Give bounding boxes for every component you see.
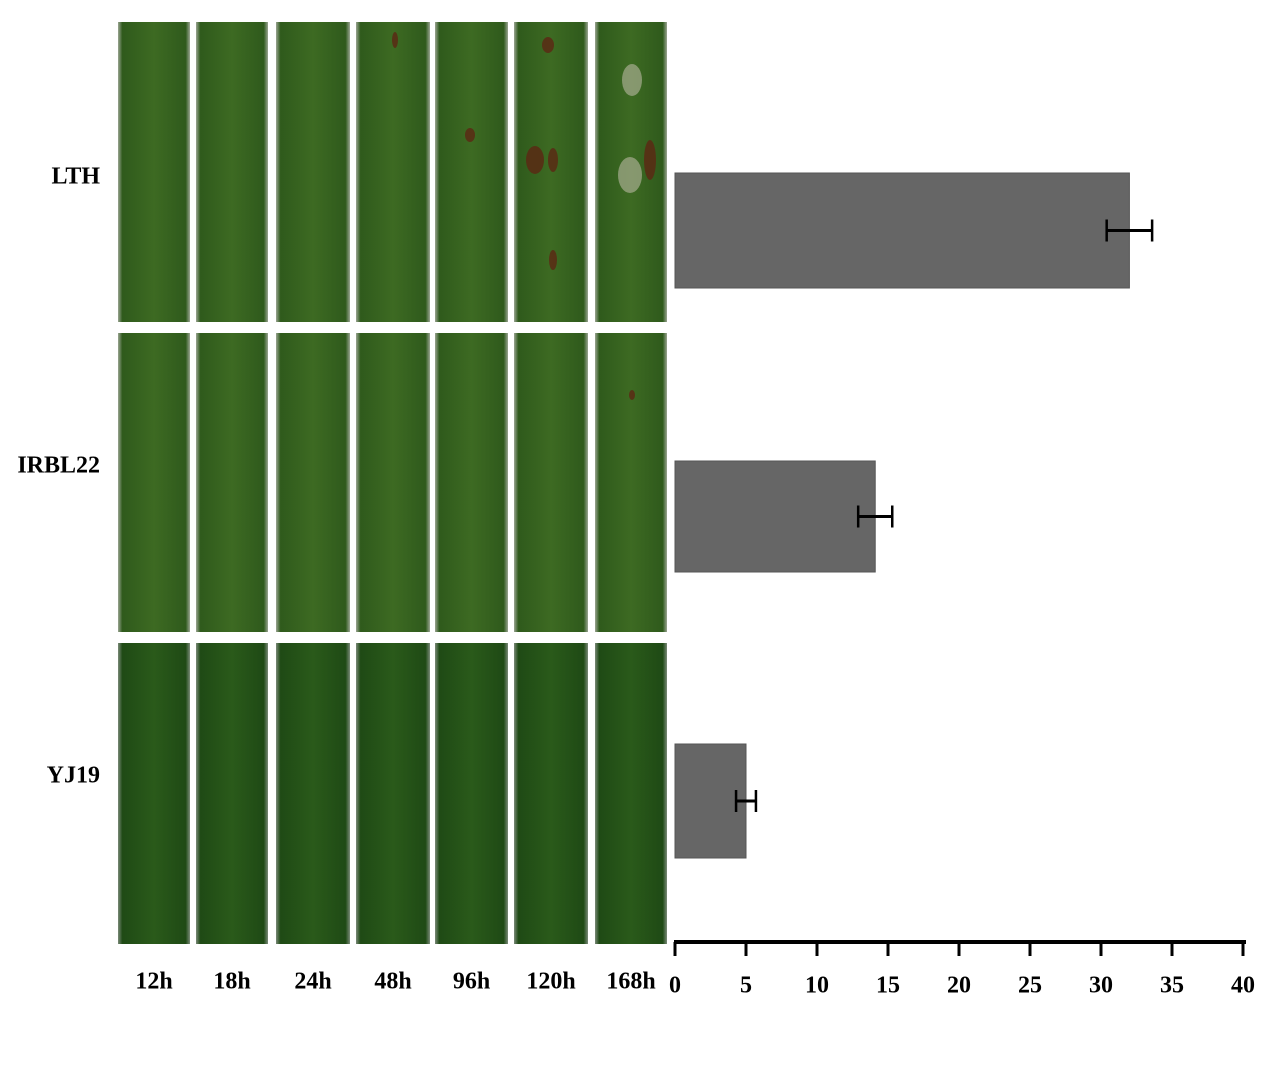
leaf-image	[435, 333, 508, 632]
lesions	[392, 32, 656, 400]
x-tick-label: 35	[1160, 973, 1184, 999]
leaf-image	[435, 643, 508, 944]
leaf-image	[595, 333, 667, 632]
leaf-image	[435, 22, 508, 322]
leaf-image	[514, 333, 588, 632]
x-tick-label: 0	[669, 973, 681, 999]
leaf-image	[118, 22, 190, 322]
x-tick-label: 40	[1231, 973, 1255, 999]
bar	[674, 460, 876, 573]
category-label: YJ19	[47, 763, 100, 789]
lesion	[392, 32, 398, 48]
time-label: 24h	[294, 969, 331, 995]
time-label: 18h	[213, 969, 250, 995]
lesion-halos	[618, 64, 642, 193]
leaf-image	[356, 333, 430, 632]
lesion	[465, 128, 475, 142]
bar	[674, 743, 747, 859]
leaf-image	[196, 333, 268, 632]
leaf-image	[276, 22, 350, 322]
category-label: LTH	[52, 164, 101, 190]
leaf-image	[118, 643, 190, 944]
bar	[674, 172, 1130, 289]
x-tick-label: 5	[740, 973, 752, 999]
lesion-halo	[622, 64, 642, 96]
lesion	[548, 148, 558, 172]
leaf-image	[276, 333, 350, 632]
time-label: 96h	[453, 969, 490, 995]
x-tick-label: 25	[1018, 973, 1042, 999]
leaf-image	[276, 643, 350, 944]
time-label: 12h	[135, 969, 172, 995]
leaf-image	[196, 22, 268, 322]
time-label: 48h	[374, 969, 411, 995]
x-tick-label: 15	[876, 973, 900, 999]
leaf-image	[595, 643, 667, 944]
x-tick-label: 20	[947, 973, 971, 999]
leaf-image	[118, 333, 190, 632]
leaf-image	[514, 643, 588, 944]
lesion	[542, 37, 554, 53]
x-tick-label: 10	[805, 973, 829, 999]
leaf-image	[196, 643, 268, 944]
leaf-images	[118, 22, 667, 944]
leaf-image	[356, 22, 430, 322]
leaf-image	[356, 643, 430, 944]
lesion	[549, 250, 557, 270]
lesion	[644, 140, 656, 180]
time-label: 168h	[606, 969, 655, 995]
lesion-halo	[618, 157, 642, 193]
lesion	[629, 390, 635, 400]
lesion	[526, 146, 544, 174]
leaf-image	[514, 22, 588, 322]
x-tick-label: 30	[1089, 973, 1113, 999]
time-label: 120h	[526, 969, 575, 995]
category-label: IRBL22	[17, 453, 100, 479]
